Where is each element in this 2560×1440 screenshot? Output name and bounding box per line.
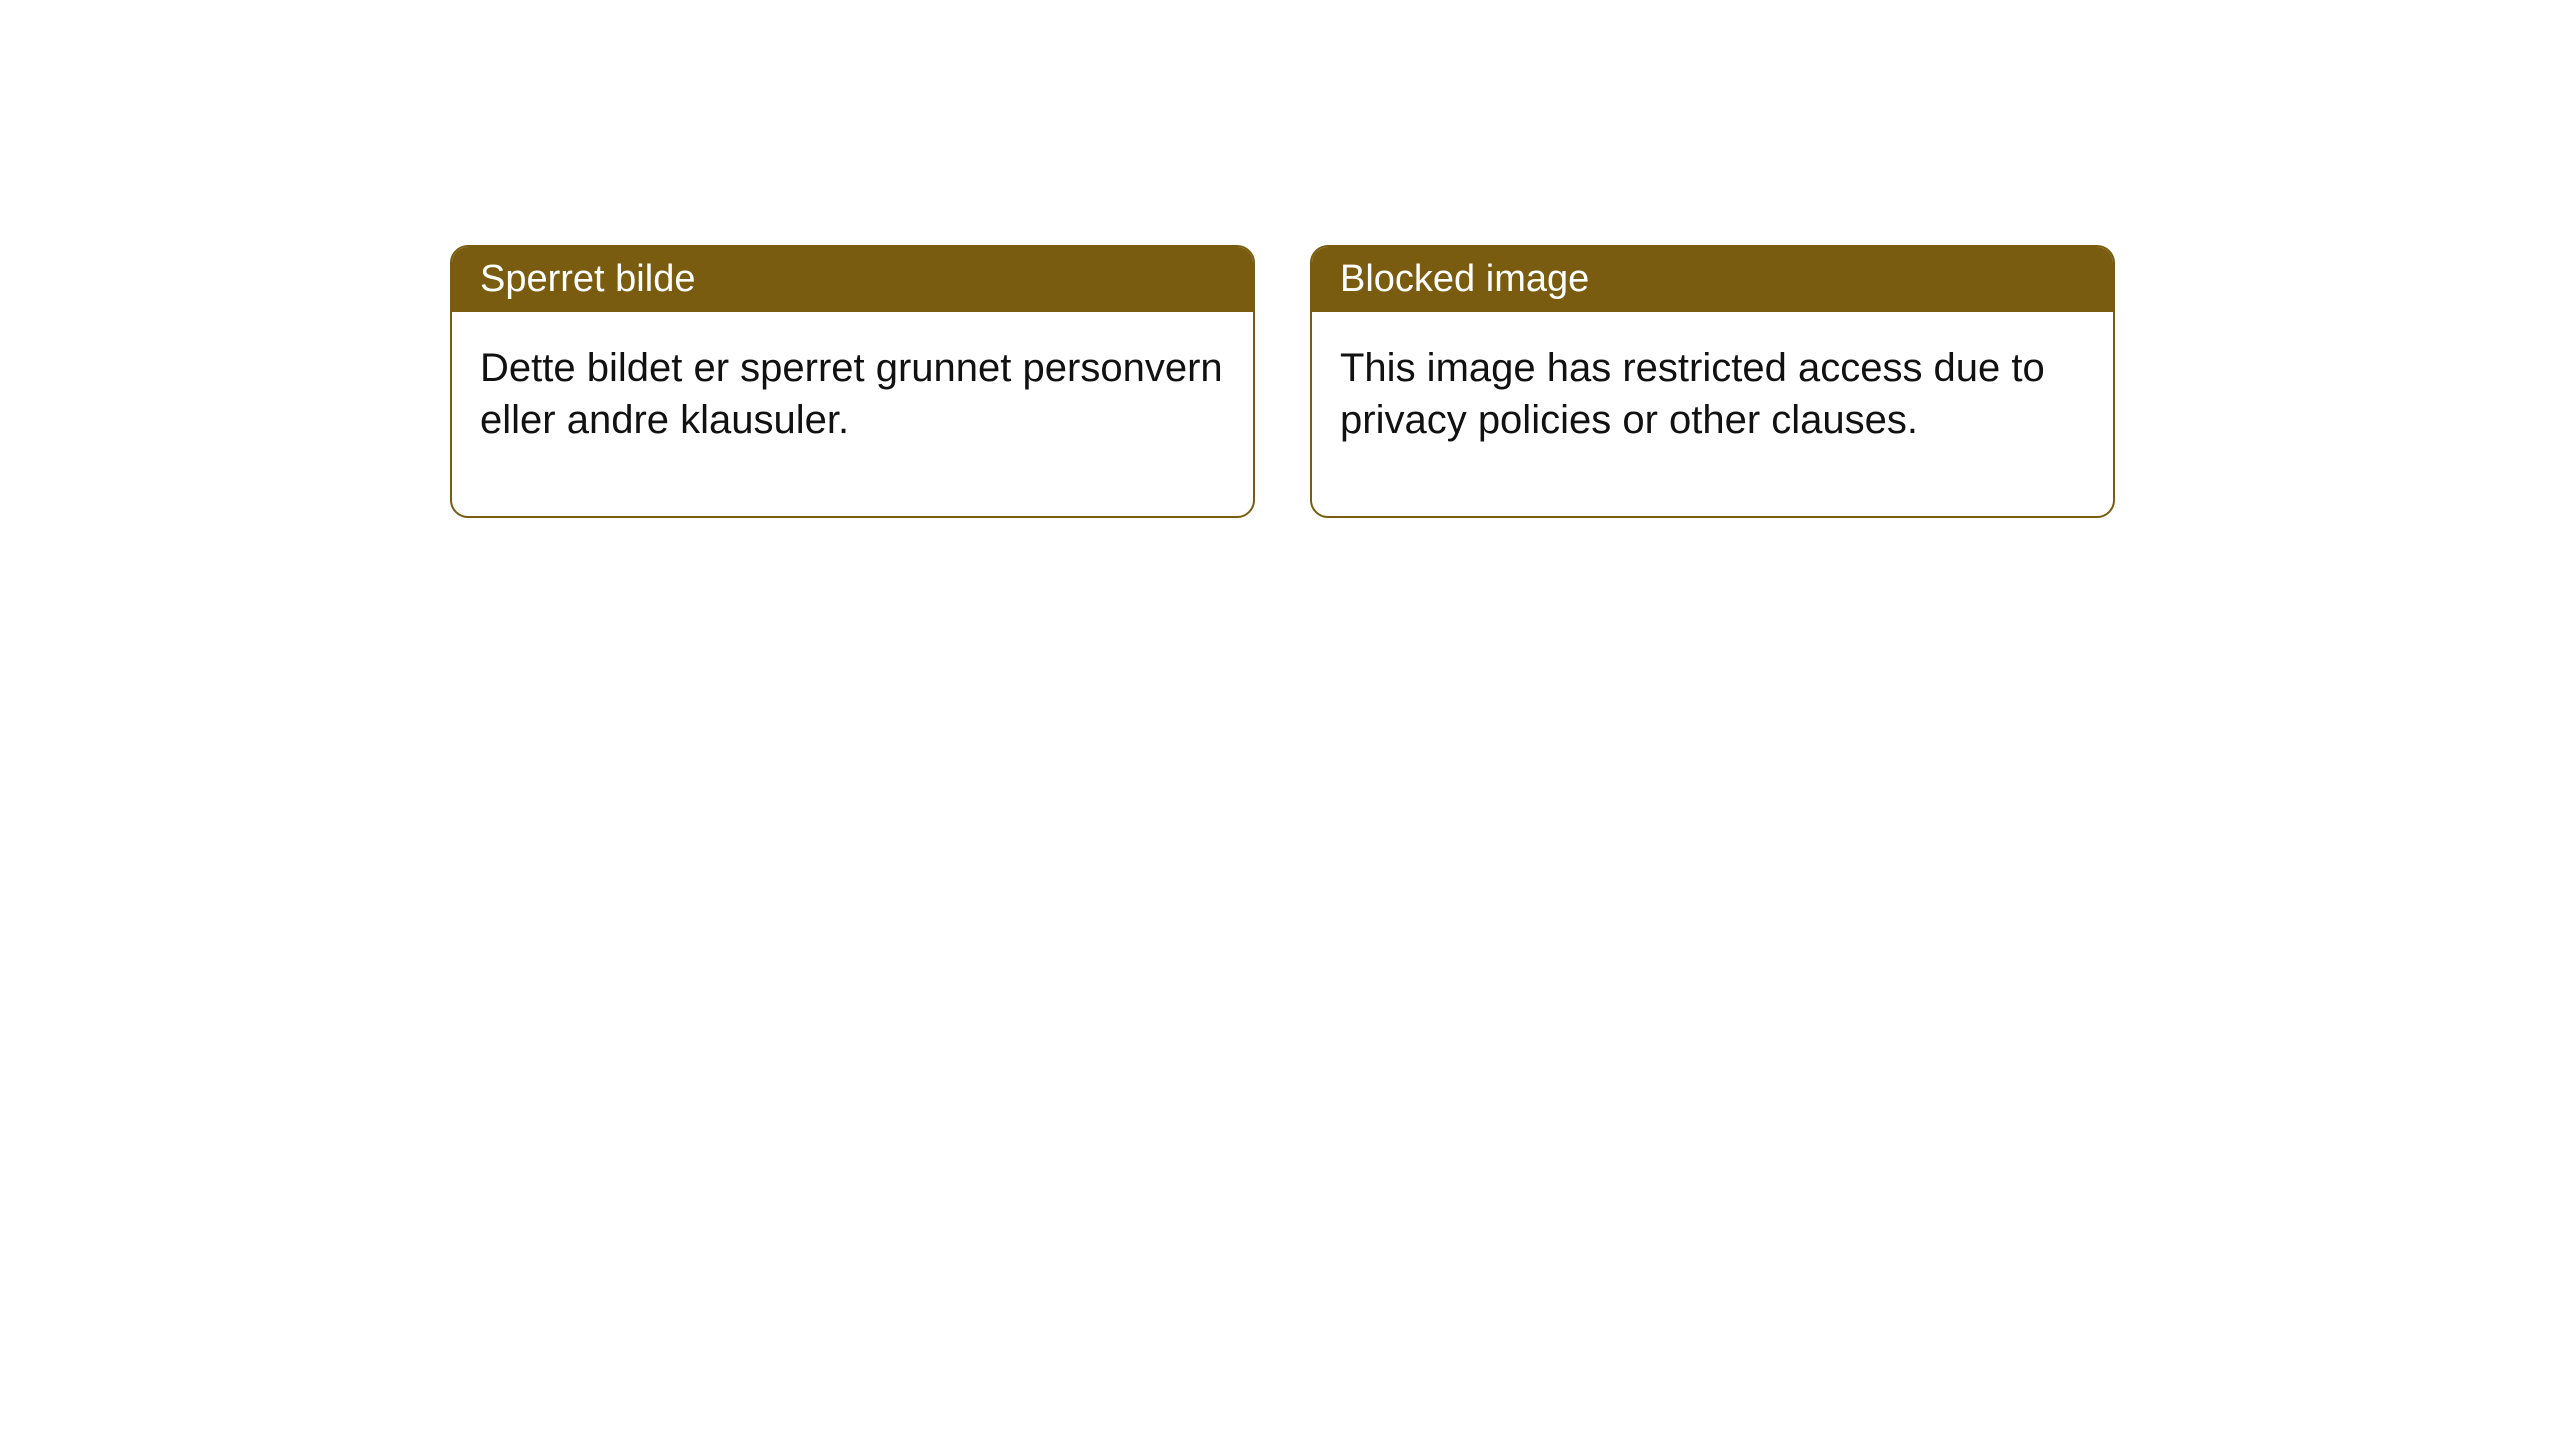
notice-card-body: Dette bildet er sperret grunnet personve…: [452, 312, 1253, 516]
notice-card-english: Blocked image This image has restricted …: [1310, 245, 2115, 518]
notice-container: Sperret bilde Dette bildet er sperret gr…: [0, 0, 2560, 518]
notice-card-header: Sperret bilde: [452, 247, 1253, 312]
notice-card-body: This image has restricted access due to …: [1312, 312, 2113, 516]
notice-card-header: Blocked image: [1312, 247, 2113, 312]
notice-card-norwegian: Sperret bilde Dette bildet er sperret gr…: [450, 245, 1255, 518]
